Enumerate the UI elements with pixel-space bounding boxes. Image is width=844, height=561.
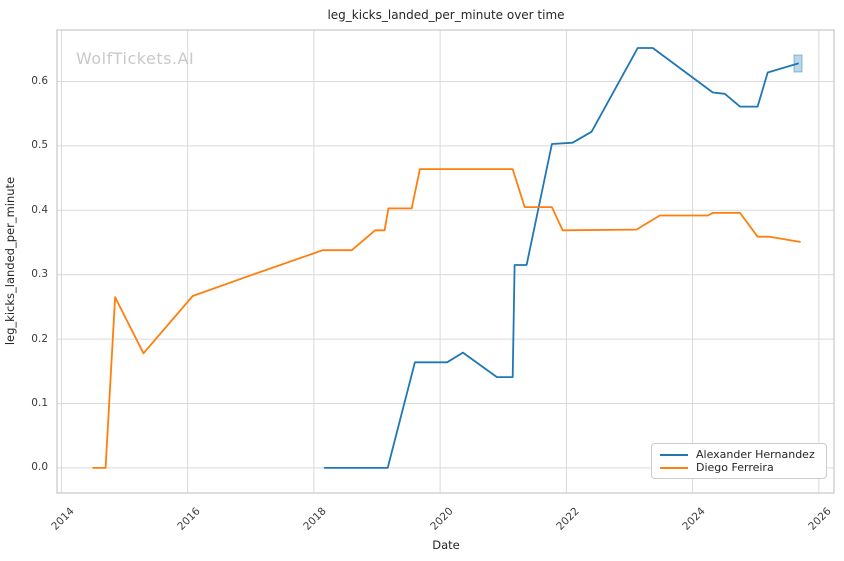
legend-label: Diego Ferreira [696, 461, 774, 474]
y-tick-label: 0.1 [31, 396, 48, 409]
plot-border [56, 29, 835, 494]
legend-label: Alexander Hernandez [696, 448, 815, 461]
watermark: WolfTickets.AI [76, 49, 195, 68]
y-tick-label: 0.3 [31, 268, 48, 281]
latest-point-marker [793, 54, 803, 73]
chart-title: leg_kicks_landed_per_minute over time [327, 8, 565, 22]
y-axis-label: leg_kicks_landed_per_minute [3, 176, 17, 346]
x-axis-label: Date [432, 538, 460, 552]
y-tick-label: 0.2 [31, 332, 48, 345]
series-line-alexander-hernandez [323, 47, 799, 469]
legend-item-diego-ferreira: Diego Ferreira [660, 461, 818, 474]
y-tick-label: 0.6 [31, 75, 48, 88]
y-tick-label: 0.4 [31, 203, 48, 216]
legend-line-icon [660, 453, 688, 456]
y-tick-label: 0.0 [31, 461, 48, 474]
y-tick-label: 0.5 [31, 139, 48, 152]
legend-line-icon [660, 466, 688, 469]
legend: Alexander Hernandez Diego Ferreira [651, 443, 827, 479]
legend-item-alexander-hernandez: Alexander Hernandez [660, 448, 818, 461]
series-line-diego-ferreira [92, 168, 801, 469]
